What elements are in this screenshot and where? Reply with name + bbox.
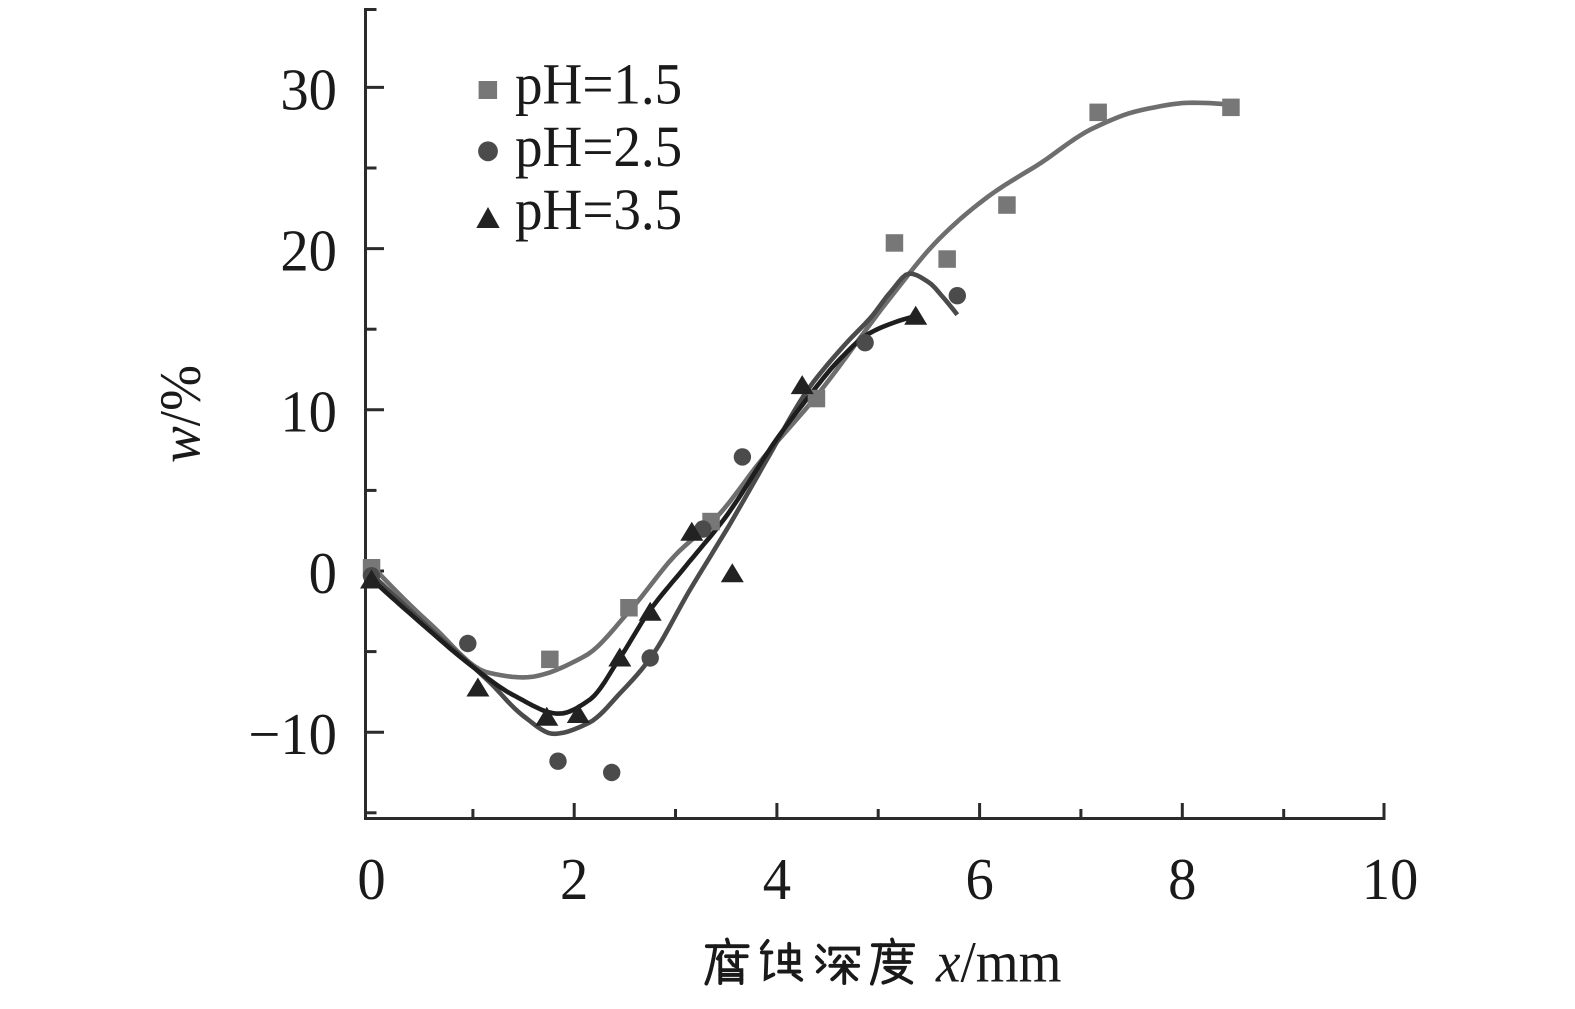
svg-text:0: 0 xyxy=(309,540,337,606)
svg-text:0: 0 xyxy=(357,846,385,912)
svg-text:10: 10 xyxy=(280,379,337,445)
svg-text:8: 8 xyxy=(1168,846,1196,912)
svg-text:pH=1.5: pH=1.5 xyxy=(515,53,682,117)
svg-text:pH=3.5: pH=3.5 xyxy=(515,179,682,243)
svg-text:30: 30 xyxy=(280,56,337,122)
svg-text:6: 6 xyxy=(965,846,993,912)
svg-text:pH=2.5: pH=2.5 xyxy=(515,116,682,180)
svg-text:−10: −10 xyxy=(248,701,337,767)
svg-text:10: 10 xyxy=(1362,846,1419,912)
svg-text:2: 2 xyxy=(560,846,588,912)
svg-text:w/%: w/% xyxy=(149,365,213,463)
svg-text:20: 20 xyxy=(280,217,337,283)
svg-text:x/mm: x/mm xyxy=(935,931,1061,995)
svg-text:4: 4 xyxy=(763,846,791,912)
